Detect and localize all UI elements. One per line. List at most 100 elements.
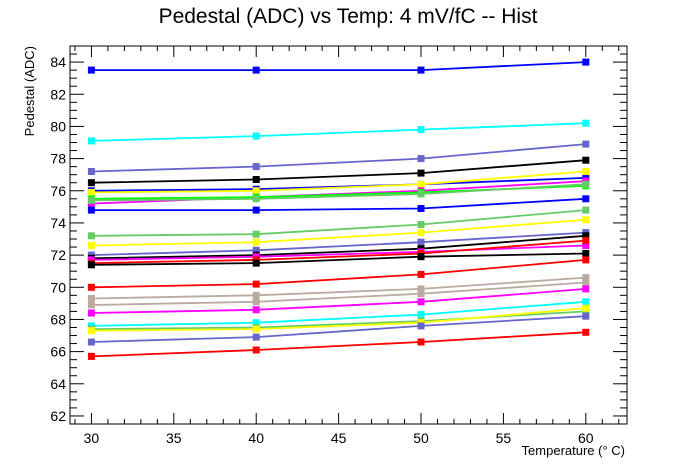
series-line bbox=[91, 159, 586, 184]
x-tick-label: 30 bbox=[84, 430, 100, 446]
y-tick-label: 66 bbox=[50, 344, 66, 360]
series-line bbox=[91, 122, 586, 142]
data-point bbox=[417, 169, 425, 177]
data-point bbox=[417, 253, 425, 261]
series-25 bbox=[87, 312, 590, 346]
x-axis-label: Temperature (° C) bbox=[522, 443, 625, 458]
data-point bbox=[582, 298, 590, 306]
data-point bbox=[87, 206, 95, 214]
data-point bbox=[417, 229, 425, 237]
data-point bbox=[417, 66, 425, 74]
y-axis-label: Pedestal (ADC) bbox=[22, 46, 37, 136]
series-18 bbox=[87, 256, 590, 291]
data-point bbox=[87, 137, 95, 145]
series-20 bbox=[87, 279, 590, 309]
data-point bbox=[252, 132, 260, 140]
data-point bbox=[582, 242, 590, 249]
chart-title: Pedestal (ADC) vs Temp: 4 mV/fC -- Hist bbox=[159, 5, 538, 28]
x-tick-label: 50 bbox=[413, 430, 429, 446]
data-point bbox=[417, 221, 425, 228]
y-tick-label: 76 bbox=[50, 183, 66, 199]
series-2 bbox=[87, 119, 590, 145]
data-point bbox=[582, 285, 590, 293]
data-point bbox=[417, 290, 425, 298]
series-line bbox=[91, 276, 586, 300]
data-point bbox=[582, 312, 590, 320]
data-point bbox=[87, 295, 95, 302]
data-point bbox=[87, 188, 95, 196]
data-point bbox=[582, 216, 590, 224]
data-point bbox=[252, 306, 260, 314]
series-26 bbox=[87, 328, 590, 360]
x-tick-label: 60 bbox=[578, 430, 594, 446]
y-tick-label: 78 bbox=[50, 151, 66, 167]
data-point bbox=[417, 285, 425, 293]
y-tick-label: 84 bbox=[50, 54, 66, 70]
data-point bbox=[252, 187, 260, 195]
data-point bbox=[87, 283, 95, 291]
series-line bbox=[91, 231, 586, 256]
series-group bbox=[87, 58, 590, 360]
data-point bbox=[582, 237, 590, 245]
series-line bbox=[91, 288, 586, 314]
data-point bbox=[582, 58, 590, 66]
series-1 bbox=[87, 58, 590, 74]
data-point bbox=[252, 325, 260, 333]
series-line bbox=[91, 281, 586, 306]
series-line bbox=[91, 197, 586, 212]
data-point bbox=[417, 270, 425, 278]
series-line bbox=[91, 244, 586, 261]
data-point bbox=[417, 311, 425, 319]
series-6 bbox=[87, 168, 590, 196]
series-line bbox=[91, 239, 586, 264]
x-tick-label: 45 bbox=[331, 430, 347, 446]
data-point bbox=[87, 179, 95, 187]
data-point bbox=[582, 250, 590, 257]
data-point bbox=[582, 274, 590, 282]
y-tick-label: 74 bbox=[50, 215, 66, 231]
data-point bbox=[582, 256, 590, 264]
data-point bbox=[417, 322, 425, 330]
series-line bbox=[91, 234, 586, 260]
data-point bbox=[252, 163, 260, 171]
series-line bbox=[91, 183, 586, 202]
data-point bbox=[252, 333, 260, 341]
data-point bbox=[87, 196, 95, 204]
data-point bbox=[582, 168, 590, 175]
data-point bbox=[252, 298, 260, 306]
x-tick-label: 35 bbox=[166, 430, 182, 446]
series-line bbox=[91, 143, 586, 173]
data-point bbox=[252, 66, 260, 74]
series-3 bbox=[87, 140, 590, 175]
data-point bbox=[582, 328, 590, 336]
series-line bbox=[91, 252, 586, 266]
data-point bbox=[87, 338, 95, 346]
y-tick-label: 72 bbox=[50, 247, 66, 263]
data-point bbox=[87, 242, 95, 249]
data-point bbox=[582, 140, 590, 148]
data-point bbox=[87, 352, 95, 360]
series-10 bbox=[87, 195, 590, 214]
data-point bbox=[417, 298, 425, 306]
y-tick-label: 68 bbox=[50, 311, 66, 327]
data-point bbox=[417, 338, 425, 346]
data-point bbox=[582, 195, 590, 203]
data-point bbox=[582, 180, 590, 188]
data-point bbox=[417, 155, 425, 163]
series-line bbox=[91, 61, 586, 71]
series-4 bbox=[87, 156, 590, 187]
data-point bbox=[252, 259, 260, 267]
data-point bbox=[417, 180, 425, 188]
series-line bbox=[91, 307, 586, 332]
y-tick-label: 82 bbox=[50, 86, 66, 102]
x-tick-label: 40 bbox=[248, 430, 264, 446]
x-tick-label: 55 bbox=[496, 430, 512, 446]
data-point bbox=[582, 156, 590, 164]
data-point bbox=[87, 232, 95, 240]
data-point bbox=[582, 119, 590, 127]
data-point bbox=[252, 319, 260, 327]
series-line bbox=[91, 259, 586, 289]
series-line bbox=[91, 209, 586, 237]
data-point bbox=[582, 279, 590, 286]
data-point bbox=[252, 230, 260, 238]
